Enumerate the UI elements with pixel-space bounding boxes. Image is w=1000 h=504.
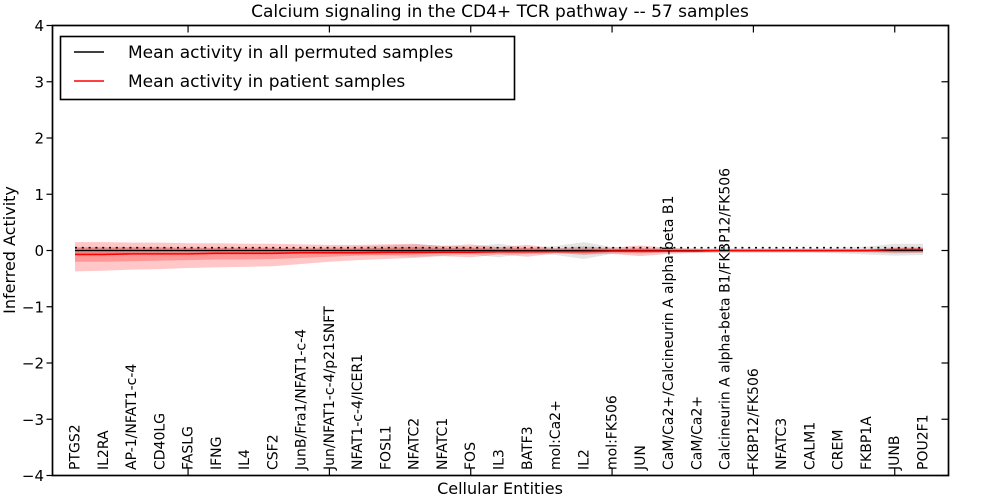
tick-layer	[46, 24, 949, 477]
tick-label-layer: −4 −3 −2 −1 0 1 2 3 4	[22, 17, 44, 485]
legend-entry-permuted: Mean activity in all permuted samples	[74, 43, 453, 63]
y-tick-label: −3	[22, 411, 44, 429]
x-entity-label: IL3	[492, 449, 508, 470]
x-entity-label: NFAT1-c-4/ICER1	[350, 354, 366, 470]
x-entity-label: JunB/Fra1/NFAT1-c-4	[294, 329, 310, 471]
entity-label-layer: PTGS2 IL2RA AP-1/NFAT1-c-4 CD40LG FASLG IFNG I…	[68, 168, 932, 471]
y-tick-label: 1	[34, 186, 44, 204]
y-tick-label: 3	[34, 73, 44, 91]
y-tick-label: 0	[34, 242, 44, 260]
x-entity-label: PTGS2	[68, 424, 84, 470]
band-patient-outer	[75, 242, 923, 272]
x-entity-label: CALM1	[802, 422, 818, 470]
legend-label-patient: Mean activity in patient samples	[128, 72, 405, 92]
y-tick-label: −1	[22, 298, 44, 316]
x-entity-label: BATF3	[520, 426, 536, 470]
x-entity-label: Calcineurin A alpha-beta B1/FKBP12/FK506	[718, 168, 734, 470]
x-entity-label: IL4	[237, 449, 253, 470]
x-entity-label: FKBP12/FK506	[746, 368, 762, 470]
legend: Mean activity in all permuted samples Me…	[59, 35, 516, 101]
x-entity-label: CaM/Ca2+/Calcineurin A alpha-beta B1	[661, 196, 677, 470]
x-entity-label: IL2	[576, 449, 592, 470]
x-entity-label: CREM	[831, 430, 847, 470]
y-tick-label: −4	[22, 467, 44, 485]
x-entity-label: mol:Ca2+	[548, 400, 564, 470]
x-entity-label: AP-1/NFAT1-c-4	[124, 364, 140, 470]
y-tick-label: 2	[34, 130, 44, 148]
y-axis-label: Inferred Activity	[0, 186, 19, 314]
x-entity-label: FOS	[463, 442, 479, 470]
legend-box	[59, 35, 516, 101]
x-entity-label: JUNB	[887, 436, 903, 471]
chart-title: Calcium signaling in the CD4+ TCR pathwa…	[251, 2, 749, 22]
x-entity-label: NFATC3	[774, 418, 790, 470]
series-layer	[75, 246, 923, 256]
y-tick-label: −2	[22, 355, 44, 373]
patient-mean-line	[75, 248, 923, 256]
y-tick-label: 4	[34, 17, 44, 35]
x-entity-label: JUN	[633, 445, 649, 471]
x-entity-label: FASLG	[181, 426, 197, 470]
x-entity-label: Jun/NFAT1-c-4/p21SNFT	[322, 306, 338, 471]
x-entity-label: POU2F1	[916, 414, 932, 470]
bands-layer	[75, 242, 923, 272]
x-entity-label: IL2RA	[96, 430, 112, 470]
x-entity-label: mol:FK506	[605, 395, 621, 470]
x-entity-label: IFNG	[209, 436, 225, 470]
legend-entry-patient: Mean activity in patient samples	[74, 72, 405, 92]
legend-label-permuted: Mean activity in all permuted samples	[128, 43, 453, 63]
x-entity-label: CaM/Ca2+	[689, 396, 705, 470]
x-entity-label: FOSL1	[378, 425, 394, 470]
x-entity-label: NFATC2	[407, 418, 423, 470]
x-entity-label: CD40LG	[152, 413, 168, 470]
x-entity-label: CSF2	[265, 434, 281, 470]
x-entity-label: FKBP1A	[859, 416, 875, 470]
x-entity-label: NFATC1	[435, 418, 451, 470]
x-axis-label: Cellular Entities	[437, 479, 563, 498]
